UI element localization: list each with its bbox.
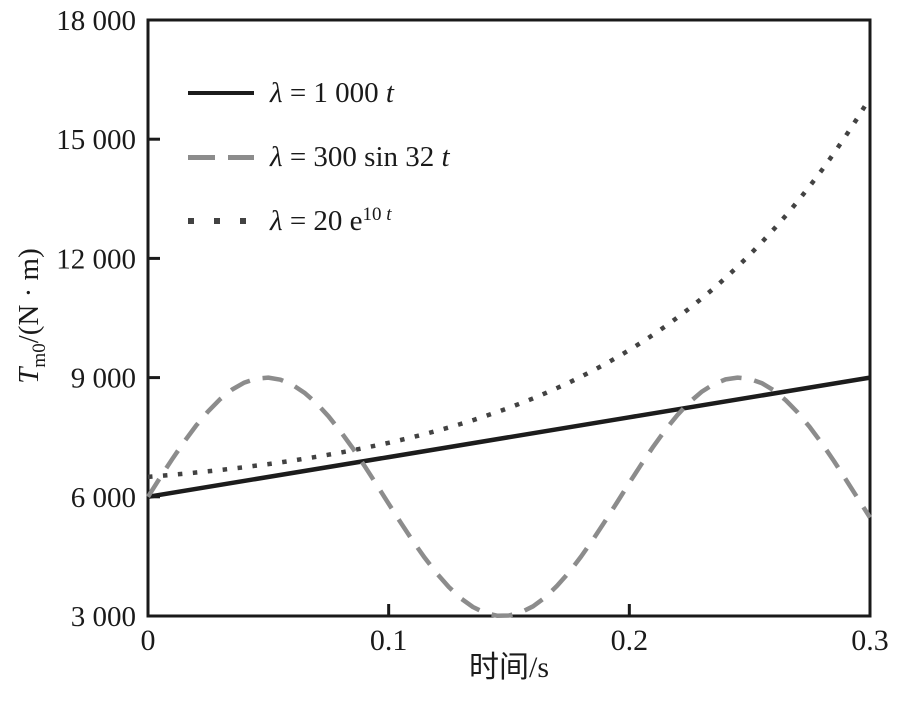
legend-variable: t	[441, 140, 450, 173]
y-axis-subscript: m0	[28, 343, 50, 368]
curve-lambda-300sin32t	[146, 375, 872, 618]
x-tick-label: 0.2	[611, 624, 649, 657]
y-axis-units: /(N · m)	[13, 248, 46, 344]
y-axis-title: Tm0/(N · m)	[13, 248, 51, 383]
legend-equation: = 20 e	[282, 204, 363, 237]
legend-variable: t	[385, 76, 394, 109]
legend-superscript: 10 t	[363, 204, 392, 225]
legend-item-solid: λ = 1 000 t	[188, 76, 450, 110]
legend-equation: = 300 sin 32	[282, 140, 442, 173]
y-tick-label: 6 000	[71, 482, 136, 514]
curve-lambda-20e10t	[147, 96, 872, 480]
x-tick-label: 0.1	[370, 624, 408, 657]
y-tick-label: 18 000	[56, 5, 136, 37]
x-tick-label: 0	[141, 624, 156, 657]
legend-superscript-variable: t	[386, 203, 392, 225]
legend-symbol: λ	[270, 140, 283, 173]
chart-legend: λ = 1 000 t λ = 300 sin 32 t λ = 20 e10 …	[188, 76, 450, 268]
legend-swatch-dashed-line	[188, 154, 254, 160]
legend-superscript-number: 10	[362, 203, 387, 225]
y-tick-label: 15 000	[56, 124, 136, 156]
y-tick-label: 9 000	[71, 363, 136, 395]
legend-equation: = 1 000	[282, 76, 386, 109]
y-tick-label: 12 000	[56, 243, 136, 275]
legend-item-dotted: λ = 20 e10 t	[188, 204, 450, 238]
y-tick-label: 3 000	[71, 601, 136, 633]
y-axis-symbol: T	[13, 367, 46, 384]
x-tick-label: 0.3	[851, 624, 889, 657]
legend-item-dashed: λ = 300 sin 32 t	[188, 140, 450, 174]
curve-lambda-1000t	[147, 375, 871, 500]
legend-symbol: λ	[270, 76, 283, 109]
legend-swatch-dotted-line	[188, 218, 246, 224]
legend-label: λ = 1 000 t	[270, 77, 394, 110]
x-axis-title: 时间/s	[468, 651, 549, 684]
legend-label: λ = 20 e10 t	[270, 204, 392, 238]
legend-label: λ = 300 sin 32 t	[270, 141, 450, 174]
legend-symbol: λ	[270, 204, 283, 237]
legend-swatch-solid-line	[188, 90, 254, 96]
